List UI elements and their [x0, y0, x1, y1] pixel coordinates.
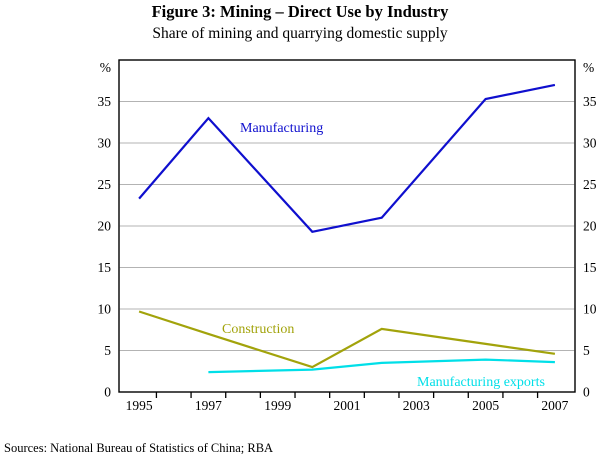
y-axis-label-right: 5 [583, 343, 590, 358]
x-axis-label: 1997 [195, 398, 222, 413]
y-axis-label-right: 15 [583, 260, 597, 275]
x-axis-label: 1999 [264, 398, 291, 413]
series-label-construction: Construction [222, 322, 294, 337]
percent-symbol-right: % [583, 60, 594, 75]
y-axis-label-right: 20 [583, 219, 597, 234]
x-axis-label: 2005 [472, 398, 499, 413]
y-axis-label-right: 25 [583, 177, 597, 192]
percent-symbol-left: % [100, 60, 111, 75]
y-axis-label-left: 5 [104, 343, 111, 358]
y-axis-label-left: 10 [98, 302, 112, 317]
chart-subtitle: Share of mining and quarrying domestic s… [152, 25, 448, 42]
y-axis-label-left: 35 [98, 94, 112, 109]
y-axis-label-left: 30 [98, 136, 112, 151]
series-line-manufacturing [138, 83, 556, 234]
y-axis-label-right: 35 [583, 94, 597, 109]
series-label-manufacturing-exports: Manufacturing exports [417, 375, 545, 390]
x-axis-label: 2001 [334, 398, 361, 413]
y-axis-label-right: 0 [583, 385, 590, 400]
y-axis-label-right: 10 [583, 302, 597, 317]
chart-title: Figure 3: Mining – Direct Use by Industr… [151, 2, 449, 21]
plot-frame [118, 59, 576, 393]
y-axis-label-right: 30 [583, 136, 597, 151]
series-line-construction [138, 310, 556, 369]
series-line-manufacturing-exports [208, 358, 555, 374]
x-axis-label: 2003 [403, 398, 430, 413]
source-note: Sources: National Bureau of Statistics o… [4, 441, 274, 455]
x-axis-label: 1995 [126, 398, 153, 413]
y-axis-label-left: 25 [98, 177, 112, 192]
y-axis-label-left: 20 [98, 219, 112, 234]
x-axis-label: 2007 [541, 398, 568, 413]
series-label-manufacturing: Manufacturing [240, 121, 323, 136]
y-axis-label-left: 0 [104, 385, 111, 400]
y-axis-label-left: 15 [98, 260, 112, 275]
